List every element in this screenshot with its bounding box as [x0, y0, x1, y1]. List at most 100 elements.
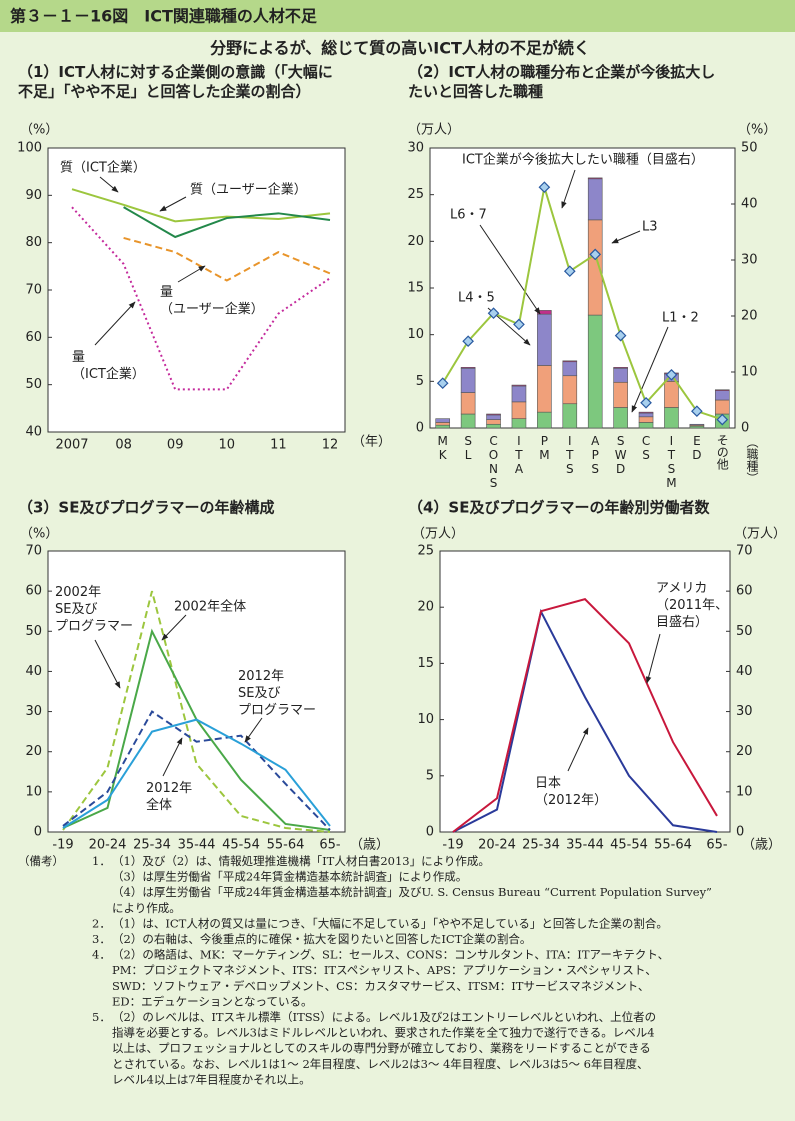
series-label: L6・7: [450, 208, 487, 223]
label-arrow: [94, 639, 121, 689]
bar-segment: [486, 414, 501, 420]
y2-axis-unit: （%）: [738, 123, 776, 138]
y-axis-unit: （万人）: [412, 527, 464, 542]
note-line: （2）のレベルは、ITスキル標準（ITSS）による。レベル1及び2はエントリーレ…: [112, 1010, 656, 1024]
x-tick-label: MK: [436, 434, 450, 462]
x-tick-label: 10: [219, 438, 236, 453]
label-arrow: [161, 614, 187, 641]
bar-segment: [486, 423, 501, 429]
label-arrow: [561, 169, 576, 209]
note-number: 5．: [92, 1010, 111, 1024]
y-tick-label: 25: [407, 187, 424, 202]
x-axis-unit: （職種）: [745, 436, 759, 484]
y-tick-label: 20: [25, 744, 42, 759]
y-tick-label: 70: [25, 544, 42, 559]
bar-segment: [613, 381, 628, 408]
y-tick-label: 30: [407, 141, 424, 156]
bar-segment: [638, 422, 654, 429]
marker: [716, 413, 729, 426]
bar-segment: [562, 360, 578, 363]
bar-segment: [638, 412, 654, 418]
bar-segment: [613, 407, 628, 429]
x-tick-label: 09: [167, 438, 184, 453]
y-tick-label: 10: [25, 784, 42, 799]
bar-segment: [664, 381, 679, 408]
y2-tick-label: 50: [741, 141, 758, 156]
figure-title: 第３－１－16図 ICT関連職種の人材不足: [10, 7, 318, 26]
note-number: 2．: [92, 916, 111, 930]
bar-segment: [537, 365, 552, 413]
note-number: 4．: [92, 948, 111, 962]
series-label: 量（ICT企業）: [72, 350, 145, 382]
y-tick-label: 100: [17, 141, 42, 156]
x-tick-label: 45-54: [610, 838, 648, 853]
series-label: L3: [642, 220, 658, 235]
label-arrow: [244, 717, 263, 743]
y2-tick-label: 70: [736, 544, 753, 559]
bar-segment: [460, 367, 476, 369]
y-tick-label: 50: [25, 624, 42, 639]
series-label: 2012年全体: [146, 781, 192, 813]
bar-segment: [460, 367, 476, 393]
x-tick-label: ITS: [563, 434, 577, 476]
note-line: （2）の右軸は、今後重点的に確保・拡大を図りたいと回答したICT企業の割合。: [112, 932, 531, 946]
y-tick-label: 80: [25, 235, 42, 250]
series-label: 2002年 SE及びプログラマー: [55, 585, 133, 634]
x-tick-label: SL: [461, 434, 475, 462]
marker: [691, 405, 703, 418]
series-label: ICT企業が今後拡大したい職種（目盛右）: [462, 152, 704, 168]
y2-tick-label: 10: [741, 365, 758, 380]
y-tick-label: 0: [426, 825, 434, 840]
note-line: （3）は厚生労働省「平成24年賃金構造基本統計調査」により作成。: [112, 870, 467, 884]
bar-segment: [638, 416, 654, 423]
bar-segment: [613, 367, 628, 369]
y2-tick-label: 40: [741, 197, 758, 212]
line: [62, 710, 331, 831]
plot-frame: [439, 550, 731, 833]
label-arrow: [645, 633, 661, 684]
bar-segment: [511, 418, 527, 429]
y-tick-label: 40: [25, 425, 42, 440]
x-tick-label: CONS: [487, 434, 501, 490]
series-label: アメリカ（2011年、目盛右）: [656, 581, 728, 630]
line: [71, 206, 331, 391]
note-line: 指導を必要とする。レベル3はミドルレベルといわれ、要求された作業を全て独力で遂行…: [112, 1026, 655, 1040]
series-label: 日本（2012年）: [535, 776, 607, 808]
x-tick-label: 08: [115, 438, 132, 453]
series-label: L1・2: [662, 311, 699, 326]
y-tick-label: 70: [25, 283, 42, 298]
bar-segment: [587, 314, 603, 429]
series-label: 2002年全体: [174, 599, 246, 615]
note-line: ED：エデュケーションとなっている。: [112, 994, 312, 1008]
bar-segment: [562, 375, 578, 405]
y-tick-label: 90: [25, 188, 42, 203]
marker: [614, 329, 627, 342]
x-tick-label: その他: [715, 434, 729, 470]
marker: [665, 368, 678, 381]
y-tick-label: 30: [25, 704, 42, 719]
line: [441, 186, 723, 421]
note-number: 1．: [92, 854, 111, 868]
bar-segment: [511, 385, 527, 403]
note-line: とされている。なお、レベル1は1～ 2年目程度、レベル2は3～ 4年目程度、レベ…: [112, 1057, 648, 1071]
y2-axis-unit: （万人）: [734, 527, 786, 542]
x-tick-label: ITA: [512, 434, 526, 476]
line: [62, 718, 331, 829]
note-line: レベル4以上は7年目程度かそれ以上。: [112, 1072, 311, 1086]
plot-frame: [429, 147, 736, 429]
y-tick-label: 15: [417, 656, 434, 671]
line: [123, 206, 331, 239]
bar-segment: [714, 390, 730, 401]
marker: [513, 318, 525, 331]
header-bar: [0, 0, 795, 32]
bar-segment: [562, 361, 578, 377]
label-arrow: [479, 224, 541, 315]
label-arrow: [567, 727, 589, 772]
bar-segment: [714, 389, 730, 391]
y-tick-label: 40: [25, 664, 42, 679]
x-tick-label: ITSM: [664, 434, 678, 490]
x-tick-label: 65-: [319, 838, 341, 853]
chart-title: （4）SE及びプログラマーの年齢別労働者数: [408, 499, 710, 517]
note-line: （2）の略語は、MK：マーケティング、SL：セールス、CONS：コンサルタント、…: [112, 948, 669, 962]
bar-segment: [460, 392, 476, 415]
